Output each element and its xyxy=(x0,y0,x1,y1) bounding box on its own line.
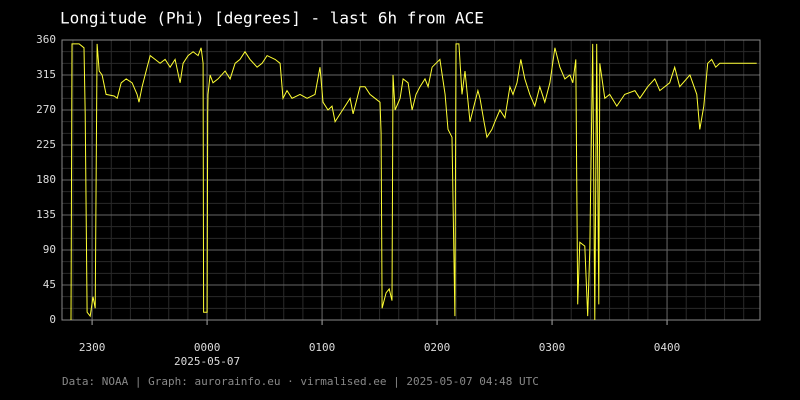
footer: Data: NOAA | Graph: aurorainfo.eu · virm… xyxy=(62,375,539,388)
x-tick-label: 0200 xyxy=(424,341,451,354)
y-tick-label: 45 xyxy=(43,278,56,291)
date-label: 2025-05-07 xyxy=(174,355,240,368)
y-tick-label: 225 xyxy=(36,138,56,151)
y-tick-label: 360 xyxy=(36,33,56,46)
x-tick-label: 0300 xyxy=(539,341,566,354)
x-tick-label: 0100 xyxy=(309,341,336,354)
y-tick-label: 135 xyxy=(36,208,56,221)
y-tick-label: 0 xyxy=(49,313,56,326)
chart-title: Longitude (Phi) [degrees] - last 6h from… xyxy=(60,9,484,28)
plot-frame xyxy=(61,39,761,321)
y-tick-label: 315 xyxy=(36,68,56,81)
y-tick-label: 180 xyxy=(36,173,56,186)
data-line xyxy=(70,43,757,321)
x-tick-label: 0400 xyxy=(654,341,681,354)
x-tick-label: 2300 xyxy=(79,341,106,354)
y-tick-label: 90 xyxy=(43,243,56,256)
y-tick-label: 270 xyxy=(36,103,56,116)
x-tick-label: 0000 xyxy=(194,341,221,354)
